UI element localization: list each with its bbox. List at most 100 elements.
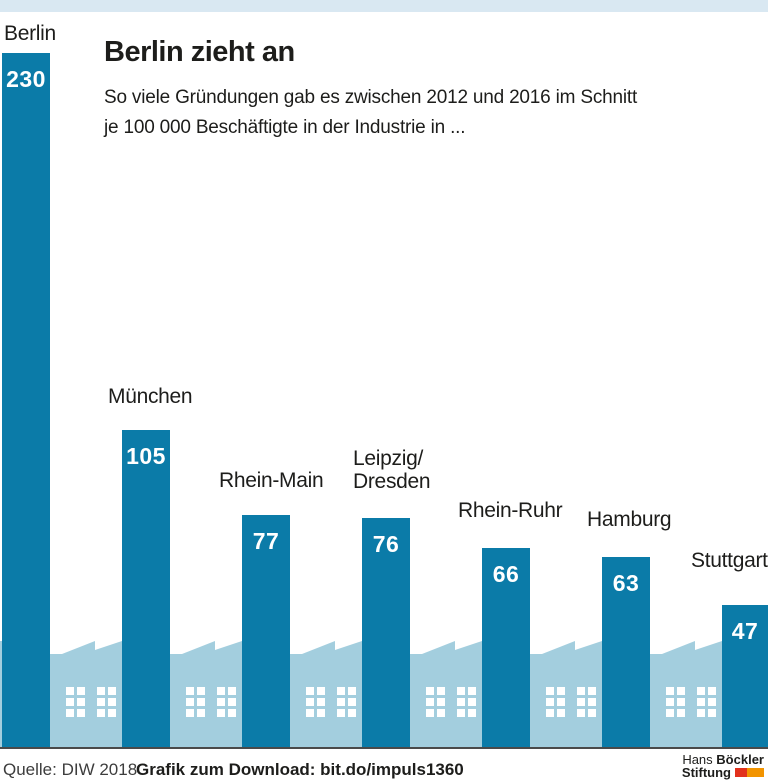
factory-window-pane (588, 687, 596, 695)
factory-window-pane (228, 698, 236, 706)
factory-window-pane (457, 687, 465, 695)
factory-window-pane (97, 687, 105, 695)
factory-window-pane (348, 709, 356, 717)
factory-window-pane (66, 698, 74, 706)
factory-window-pane (577, 698, 585, 706)
factory-window-pane (306, 698, 314, 706)
factory-window-pane (708, 698, 716, 706)
factory-window-pane (457, 709, 465, 717)
factory-window-pane (337, 687, 345, 695)
factory-window-pane (317, 698, 325, 706)
bar-label-rhein-main: Rhein-Main (219, 469, 324, 492)
bar-label-hamburg: Hamburg (587, 508, 672, 531)
bar-value-berlin: 230 (6, 66, 46, 92)
factory-window-pane (77, 709, 85, 717)
factory-window-pane (217, 687, 225, 695)
factory-window-pane (546, 709, 554, 717)
factory-window-pane (197, 709, 205, 717)
bar-hamburg: 63 (602, 557, 650, 747)
factory-window-pane (197, 687, 205, 695)
factory-window-pane (66, 709, 74, 717)
factory-window-pane (348, 698, 356, 706)
factory-window-pane (197, 698, 205, 706)
factory-window-pane (228, 687, 236, 695)
bar-label-leipzig-dresden: Leipzig/Dresden (353, 447, 431, 493)
factory-window-pane (108, 687, 116, 695)
factory-window-pane (426, 709, 434, 717)
factory-window-pane (97, 698, 105, 706)
logo-line-1: Hans Böckler (682, 752, 764, 767)
factory-window-pane (437, 709, 445, 717)
factory-window-pane (468, 698, 476, 706)
factory-window-pane (557, 698, 565, 706)
factory-window-pane (708, 709, 716, 717)
factory-window-pane (348, 687, 356, 695)
page-title: Berlin zieht an (104, 36, 295, 68)
bar-leipzig-dresden: 76 (362, 518, 410, 747)
factory-window-pane (66, 687, 74, 695)
factory-window-pane (437, 698, 445, 706)
bar-label-berlin: Berlin (4, 22, 56, 45)
bar-m-nchen: 105 (122, 430, 170, 747)
factory-window-pane (457, 698, 465, 706)
chart-header: Berlin zieht an So viele Gründungen gab … (104, 36, 637, 143)
factory-window-pane (317, 709, 325, 717)
factory-window-pane (697, 687, 705, 695)
bar-value-rhein-main: 77 (252, 528, 280, 554)
download-link[interactable]: Grafik zum Download: bit.do/impuls1360 (136, 760, 464, 779)
factory-window-pane (546, 687, 554, 695)
factory-window-pane (677, 698, 685, 706)
factory-window-pane (426, 698, 434, 706)
factory-window-pane (306, 687, 314, 695)
bar-label-rhein-ruhr: Rhein-Ruhr (458, 499, 563, 522)
factory-window-pane (557, 687, 565, 695)
factory-window-pane (577, 709, 585, 717)
factory-window-pane (697, 709, 705, 717)
bar-label-m-nchen: München (108, 385, 193, 408)
factory-window-pane (666, 698, 674, 706)
factory-window-pane (437, 687, 445, 695)
factory-window-pane (677, 709, 685, 717)
bar-value-hamburg: 63 (612, 570, 640, 596)
factory-window-pane (588, 698, 596, 706)
chart-subtitle-line-2: je 100 000 Beschäftigte in der Industrie… (104, 117, 466, 138)
factory-window-pane (77, 698, 85, 706)
factory-window-pane (317, 687, 325, 695)
bar-rhein-main: 77 (242, 515, 290, 747)
logo-mark-icon (735, 766, 764, 777)
factory-window-pane (217, 698, 225, 706)
factory-window-pane (337, 709, 345, 717)
bar-value-leipzig-dresden: 76 (372, 531, 400, 557)
factory-window-pane (228, 709, 236, 717)
factory-window-pane (186, 687, 194, 695)
factory-window-pane (677, 687, 685, 695)
factory-window-pane (108, 709, 116, 717)
bar-rhein-ruhr: 66 (482, 548, 530, 747)
factory-window-pane (468, 709, 476, 717)
factory-window-pane (217, 709, 225, 717)
factory-window-pane (666, 687, 674, 695)
top-accent-strip (0, 0, 768, 12)
factory-window-pane (426, 687, 434, 695)
factory-window-pane (557, 709, 565, 717)
factory-window-pane (697, 698, 705, 706)
footer: Quelle: DIW 2018 Grafik zum Download: bi… (0, 749, 768, 783)
factory-window-pane (588, 709, 596, 717)
factory-window-pane (108, 698, 116, 706)
factory-window-pane (186, 709, 194, 717)
factory-window-pane (708, 687, 716, 695)
bar-value-stuttgart: 47 (731, 618, 759, 644)
factory-window-pane (546, 698, 554, 706)
factory-window-pane (577, 687, 585, 695)
chart-subtitle-line-1: So viele Gründungen gab es zwischen 2012… (104, 87, 638, 108)
source-label: Quelle: DIW 2018 (3, 760, 138, 779)
footer-divider-line (0, 747, 768, 749)
logo-line-2: Stiftung (682, 766, 764, 779)
factory-window-pane (337, 698, 345, 706)
factory-window-pane (666, 709, 674, 717)
bar-stuttgart: 47 (722, 605, 768, 747)
factory-window-pane (77, 687, 85, 695)
bar-label-stuttgart: Stuttgart (691, 549, 768, 572)
factory-window-pane (306, 709, 314, 717)
